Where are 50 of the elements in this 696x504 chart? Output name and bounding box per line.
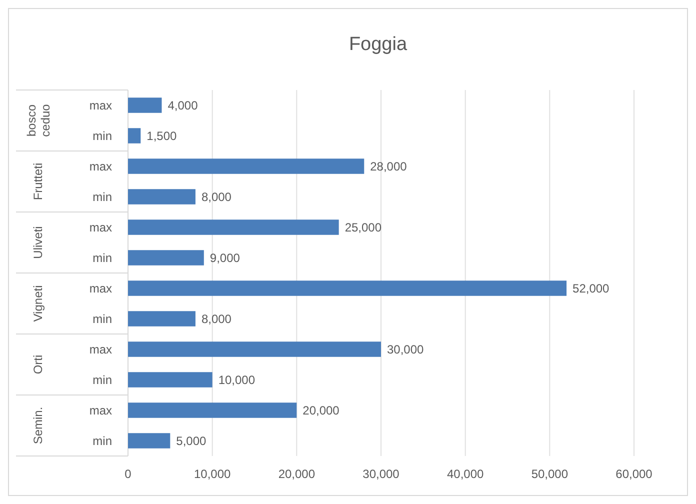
bar	[128, 220, 339, 235]
y-tick-label: max	[89, 281, 112, 296]
x-tick-label: 30,000	[362, 467, 400, 481]
data-label: 5,000	[176, 434, 207, 448]
data-label: 4,000	[168, 98, 198, 112]
bar	[128, 402, 297, 418]
data-label: 8,000	[201, 312, 232, 326]
text: Vigneti	[31, 285, 46, 322]
x-tick-label: 50,000	[531, 467, 568, 481]
bar	[128, 98, 162, 113]
data-label: 9,000	[210, 250, 240, 265]
bar	[128, 311, 196, 326]
data-label: 1,500	[146, 128, 178, 143]
data-label: 52,000	[572, 281, 610, 296]
x-tick-label: 0	[124, 467, 132, 481]
data-label: 25,000	[344, 220, 382, 234]
chart-title: Foggia	[348, 34, 408, 55]
bar	[128, 189, 196, 204]
text: bosco ceduo	[24, 104, 52, 137]
text: Uliveti	[31, 226, 46, 259]
y-tick-label: max	[89, 159, 112, 174]
data-label: 8,000	[201, 190, 232, 204]
bar	[128, 342, 381, 357]
text: Frutteti	[31, 162, 46, 200]
bar	[128, 280, 567, 296]
bar	[128, 158, 364, 174]
bar	[128, 433, 170, 448]
y-tick-label: max	[89, 220, 112, 234]
text: Orti	[31, 354, 46, 374]
y-tick-label: min	[92, 190, 112, 204]
y-tick-label: min	[92, 312, 112, 326]
data-label: 20,000	[302, 403, 340, 418]
x-tick-label: 20,000	[278, 467, 316, 481]
text: Semin.	[31, 406, 46, 444]
y-tick-label: min	[92, 250, 112, 265]
bar	[128, 250, 204, 266]
y-tick-label: max	[89, 98, 112, 112]
y-tick-label: max	[89, 403, 112, 418]
bar	[128, 372, 212, 388]
x-tick-label: 60,000	[616, 467, 653, 481]
y-tick-label: min	[92, 434, 112, 448]
data-label: 28,000	[370, 159, 408, 174]
y-tick-label: max	[89, 342, 112, 356]
data-label: 30,000	[387, 342, 424, 356]
x-tick-label: 40,000	[446, 467, 484, 481]
y-tick-label: min	[92, 372, 112, 387]
data-label: 10,000	[218, 372, 256, 387]
y-tick-label: min	[92, 128, 112, 143]
bar	[128, 128, 141, 144]
x-tick-label: 10,000	[194, 467, 232, 481]
